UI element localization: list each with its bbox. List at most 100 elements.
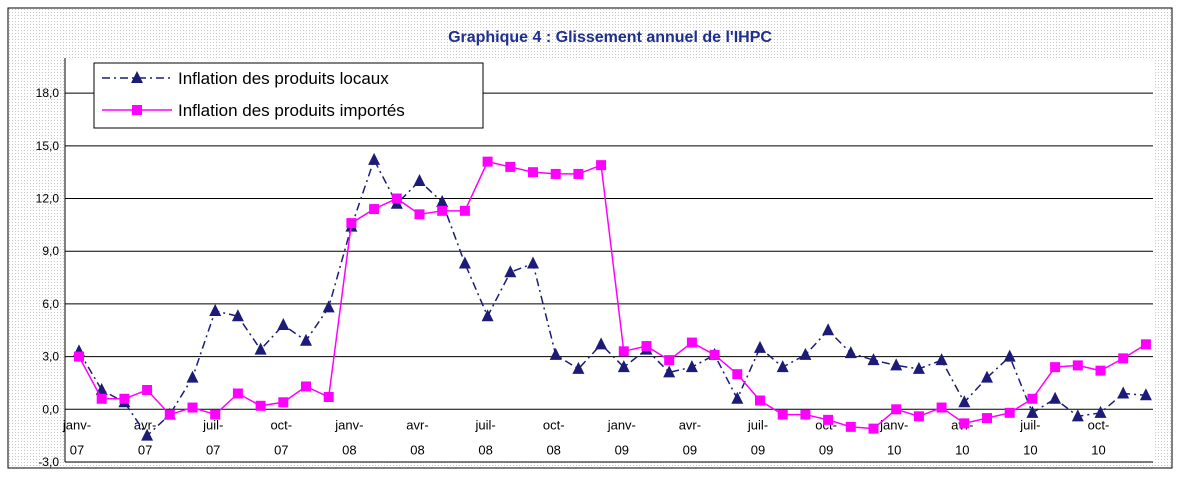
point <box>936 402 947 413</box>
point <box>458 256 471 269</box>
point <box>1095 365 1106 376</box>
point <box>822 323 835 336</box>
point <box>845 421 856 432</box>
point <box>322 300 335 313</box>
point <box>187 402 198 413</box>
point <box>141 428 154 441</box>
plot <box>73 152 1152 441</box>
x-tick-label: oct-10 <box>1088 417 1110 457</box>
x-tick-label: avr-07 <box>134 417 156 457</box>
point <box>231 309 244 322</box>
point <box>528 167 538 178</box>
point <box>300 333 312 346</box>
point <box>482 156 493 167</box>
point <box>186 370 199 383</box>
point <box>232 388 243 399</box>
point <box>1004 407 1015 418</box>
x-tick-label: avr-08 <box>406 417 428 457</box>
point <box>1049 391 1062 404</box>
series-line <box>78 157 1146 437</box>
point <box>505 161 516 172</box>
point <box>391 193 402 204</box>
point <box>346 218 357 229</box>
point <box>799 347 812 360</box>
point <box>664 355 675 366</box>
point <box>1071 409 1084 422</box>
point <box>935 353 948 366</box>
point <box>981 370 993 383</box>
x-tick-label: oct-07 <box>270 417 292 457</box>
legend-marker <box>132 105 142 115</box>
point <box>1139 388 1152 401</box>
point <box>844 346 857 359</box>
point <box>549 347 562 360</box>
point <box>685 360 698 373</box>
point <box>686 337 697 348</box>
point <box>96 393 107 404</box>
point <box>255 400 266 411</box>
point <box>1003 349 1016 362</box>
y-tick-label: 0,0 <box>42 402 59 416</box>
point <box>754 340 766 353</box>
point <box>277 317 290 330</box>
point <box>595 337 608 350</box>
point <box>663 365 676 378</box>
point <box>254 342 267 355</box>
point <box>891 404 902 415</box>
legend-marker <box>131 71 143 83</box>
point <box>732 369 743 380</box>
point <box>755 395 765 406</box>
point <box>913 411 924 422</box>
point <box>709 349 720 360</box>
x-tick-label: janv-10 <box>879 417 908 457</box>
point <box>958 395 971 408</box>
point <box>867 353 880 366</box>
legend-label: Inflation des produits locaux <box>178 69 389 88</box>
point <box>776 360 789 373</box>
point <box>890 358 903 371</box>
point <box>164 409 175 420</box>
point <box>369 204 380 215</box>
point <box>868 423 879 434</box>
point <box>209 303 222 316</box>
point <box>596 160 607 171</box>
point <box>1072 360 1083 371</box>
grid: -3,0 0,0 3,0 6,0 9,0 12,0 15,0 18,0 janv-07 avr-0… <box>36 58 1153 469</box>
point <box>1027 393 1038 404</box>
x-tick-label: juil-07 <box>202 417 223 457</box>
point <box>618 346 629 357</box>
point <box>436 195 449 208</box>
point <box>731 391 744 404</box>
x-tick-label: juil-09 <box>747 417 768 457</box>
point <box>1117 386 1130 399</box>
point <box>1050 362 1061 373</box>
point <box>504 265 517 278</box>
point <box>142 384 153 395</box>
point <box>982 413 992 424</box>
legend-label: Inflation des produits importés <box>178 101 405 120</box>
point <box>1140 339 1151 350</box>
point <box>1026 405 1039 418</box>
point <box>777 409 788 420</box>
x-tick-label: avr-09 <box>679 417 701 457</box>
x-tick-label: janv-07 <box>62 417 91 457</box>
point <box>550 168 561 179</box>
x-tick-label: janv-09 <box>607 417 636 457</box>
y-tick-label: 6,0 <box>42 297 59 311</box>
point <box>481 309 494 322</box>
x-tick-label: juil-10 <box>1019 417 1040 457</box>
point <box>617 360 630 373</box>
y-tick-label: 12,0 <box>36 192 60 206</box>
point <box>800 409 811 420</box>
point <box>414 209 425 220</box>
chart-title: Graphique 4 : Glissement annuel de l'IHP… <box>448 29 772 46</box>
point <box>119 393 130 404</box>
point <box>459 205 470 216</box>
legend: Inflation des produits locaux Inflation d… <box>93 62 484 129</box>
point <box>572 361 585 374</box>
point <box>74 351 84 362</box>
x-tick-label: juil-08 <box>474 417 495 457</box>
y-tick-label: 18,0 <box>36 86 60 100</box>
point <box>641 341 652 352</box>
